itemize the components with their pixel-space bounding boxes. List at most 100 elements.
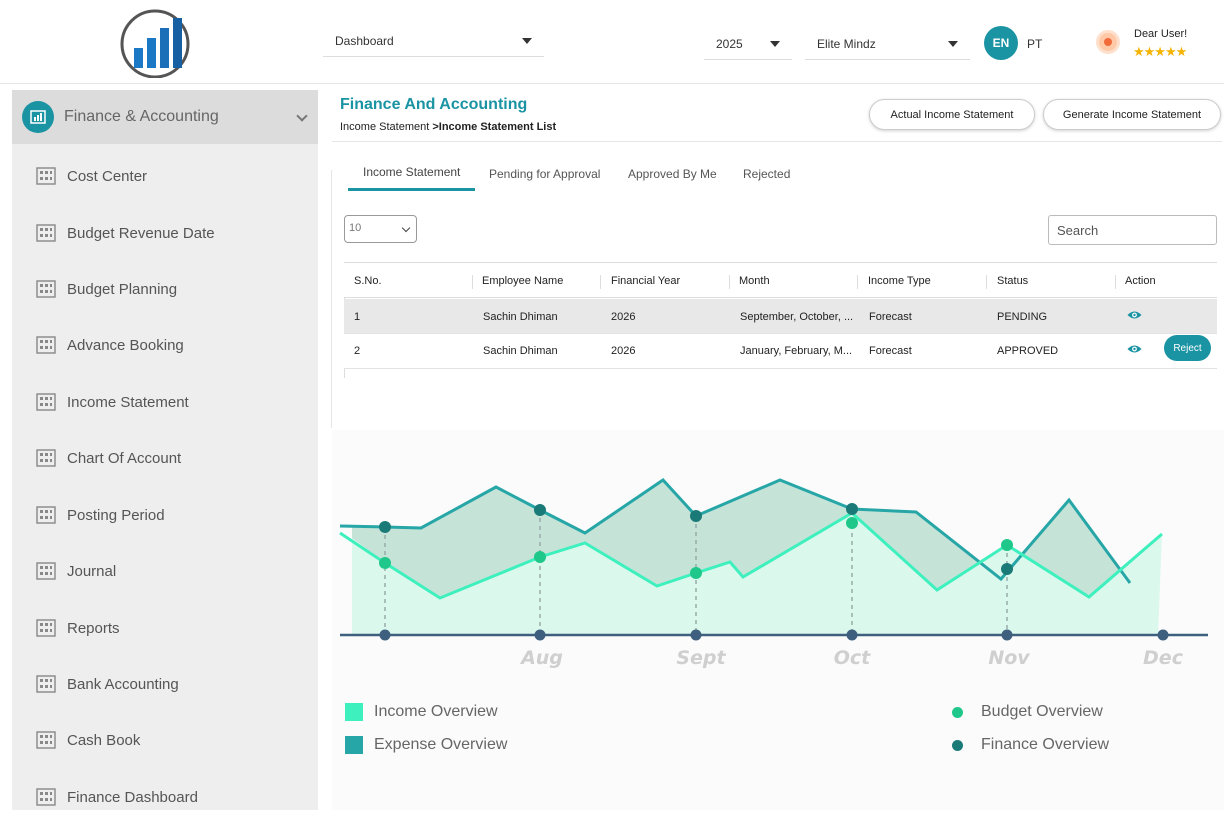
legend-finance[interactable]: Finance Overview xyxy=(952,736,1109,754)
company-select-value: Elite Mindz xyxy=(817,36,876,51)
income-line xyxy=(339,511,1163,600)
x-axis-ticks xyxy=(379,629,1169,641)
view-eye-icon[interactable] xyxy=(1127,344,1142,354)
building-icon xyxy=(36,336,56,354)
year-select[interactable]: 2025 xyxy=(704,28,792,60)
x-label-oct: Oct xyxy=(834,647,871,669)
module-select-value: Dashboard xyxy=(335,33,394,48)
sidebar-item-label: Reports xyxy=(67,619,120,637)
page-size-value: 10 xyxy=(349,222,362,234)
building-icon xyxy=(36,449,56,467)
sidebar-item-cost-center[interactable]: Cost Center xyxy=(12,156,318,196)
x-label-aug: Aug xyxy=(519,647,563,669)
breadcrumb: Income Statement >Income Statement List xyxy=(340,121,556,133)
sidebar-item-income-statement[interactable]: Income Statement xyxy=(12,382,318,422)
building-icon xyxy=(36,224,56,242)
x-label-nov: Nov xyxy=(988,647,1030,669)
legend-dot-icon xyxy=(952,706,963,718)
breadcrumb-parent[interactable]: Income Statement xyxy=(340,121,430,133)
reject-button[interactable]: Reject xyxy=(1164,335,1211,361)
building-icon xyxy=(36,167,56,185)
building-icon xyxy=(36,280,56,298)
user-avatar-icon xyxy=(1099,33,1117,51)
language-en-button[interactable]: EN xyxy=(984,26,1018,60)
column-header-financial-year[interactable]: Financial Year xyxy=(611,275,681,287)
cell-sno: 1 xyxy=(354,311,361,323)
column-header-status[interactable]: Status xyxy=(997,275,1029,287)
finance-chart-icon xyxy=(22,101,54,133)
sidebar-item-reports[interactable]: Reports xyxy=(12,608,318,648)
building-icon xyxy=(36,393,56,411)
table-row: 2 Sachin Dhiman 2026 January, February, … xyxy=(344,334,1217,369)
legend-expense[interactable]: Expense Overview xyxy=(345,736,507,754)
year-select-value: 2025 xyxy=(716,36,743,51)
rating-stars-icon: ★★★★★ xyxy=(1133,44,1187,59)
sidebar-item-label: Cash Book xyxy=(67,731,141,749)
cell-year: 2026 xyxy=(611,311,636,323)
building-icon xyxy=(36,506,56,524)
tab-income-statement[interactable]: Income Statement xyxy=(363,165,461,179)
sidebar-item-journal[interactable]: Journal xyxy=(12,551,318,591)
column-header-employee-name[interactable]: Employee Name xyxy=(482,275,564,287)
sidebar-item-label: Budget Revenue Date xyxy=(67,224,215,242)
caret-down-icon xyxy=(770,40,780,47)
column-header-sno[interactable]: S.No. xyxy=(354,275,382,287)
sidebar-section-finance[interactable]: Finance & Accounting xyxy=(12,90,318,144)
sidebar-item-finance-dashboard[interactable]: Finance Dashboard xyxy=(12,777,318,817)
legend-income[interactable]: Income Overview xyxy=(345,703,498,721)
cell-status: APPROVED xyxy=(997,345,1059,357)
tab-approved-by-me[interactable]: Approved By Me xyxy=(628,167,717,181)
sidebar-item-chart-of-account[interactable]: Chart Of Account xyxy=(12,438,318,478)
legend-budget[interactable]: Budget Overview xyxy=(952,703,1103,721)
column-header-income-type[interactable]: Income Type xyxy=(868,275,931,287)
cell-month: January, February, M... xyxy=(740,345,853,357)
sidebar: Finance & Accounting Cost Center Budget … xyxy=(12,90,318,810)
table-row: 1 Sachin Dhiman 2026 September, October,… xyxy=(344,299,1217,334)
view-eye-icon[interactable] xyxy=(1127,310,1142,320)
sidebar-item-label: Bank Accounting xyxy=(67,675,179,693)
cell-sno: 2 xyxy=(354,345,361,357)
tab-rejected[interactable]: Rejected xyxy=(743,167,791,181)
tab-pending-for-approval[interactable]: Pending for Approval xyxy=(489,167,601,181)
breadcrumb-current: Income Statement List xyxy=(438,121,557,133)
generate-income-statement-button[interactable]: Generate Income Statement xyxy=(1043,99,1221,130)
chevron-down-icon xyxy=(401,223,411,233)
page-size-select[interactable]: 10 xyxy=(344,215,417,243)
content-left-border xyxy=(331,170,332,428)
column-divider xyxy=(1115,275,1116,289)
user-avatar[interactable] xyxy=(1096,30,1120,54)
column-divider xyxy=(857,275,858,289)
sidebar-item-budget-planning[interactable]: Budget Planning xyxy=(12,269,318,309)
building-icon xyxy=(36,619,56,637)
sidebar-section-label: Finance & Accounting xyxy=(64,108,219,125)
company-select[interactable]: Elite Mindz xyxy=(805,28,970,60)
module-select[interactable]: Dashboard xyxy=(323,25,544,57)
sidebar-item-advance-booking[interactable]: Advance Booking xyxy=(12,325,318,365)
actual-income-statement-button[interactable]: Actual Income Statement xyxy=(869,99,1035,130)
app-logo[interactable] xyxy=(118,8,192,78)
sidebar-item-budget-revenue-date[interactable]: Budget Revenue Date xyxy=(12,213,318,253)
column-divider xyxy=(600,275,601,289)
sidebar-item-bank-accounting[interactable]: Bank Accounting xyxy=(12,664,318,704)
table-header: S.No. Employee Name Financial Year Month… xyxy=(344,262,1217,298)
column-divider xyxy=(472,275,473,289)
income-area xyxy=(352,513,1162,635)
cell-employee: Sachin Dhiman xyxy=(483,311,558,323)
search-input[interactable]: Search xyxy=(1048,215,1217,245)
sidebar-item-label: Income Statement xyxy=(67,393,189,411)
legend-square-icon xyxy=(345,703,363,721)
cell-status: PENDING xyxy=(997,311,1048,323)
header-divider xyxy=(332,141,1222,142)
sidebar-item-label: Posting Period xyxy=(67,506,165,524)
cell-type: Forecast xyxy=(869,345,912,357)
sidebar-item-label: Finance Dashboard xyxy=(67,788,198,806)
column-header-month[interactable]: Month xyxy=(739,275,770,287)
overview-chart-svg: Aug Sept Oct Nov Dec xyxy=(339,478,1208,669)
language-pt-button[interactable]: PT xyxy=(1027,37,1043,51)
budget-markers xyxy=(379,517,1013,579)
sidebar-item-cash-book[interactable]: Cash Book xyxy=(12,720,318,760)
cell-year: 2026 xyxy=(611,345,636,357)
sidebar-item-posting-period[interactable]: Posting Period xyxy=(12,495,318,535)
column-header-action: Action xyxy=(1125,275,1156,287)
cell-month: September, October, ... xyxy=(740,311,854,323)
